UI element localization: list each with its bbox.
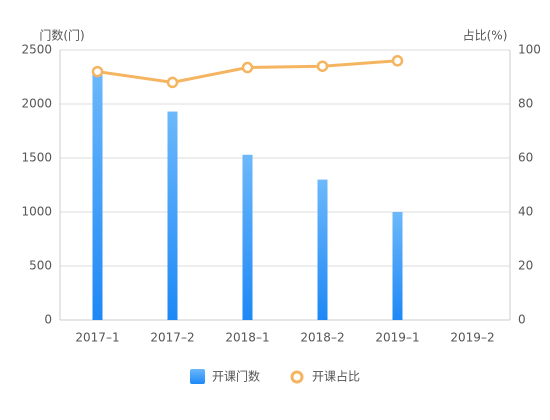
- y2-tick-label: 100: [518, 43, 541, 57]
- bar: [317, 179, 328, 320]
- y-tick-label: 1000: [21, 205, 52, 219]
- x-tick-label: 2018–2: [300, 331, 344, 345]
- x-tick-label: 2019–1: [375, 331, 419, 345]
- line-point: [391, 55, 404, 67]
- x-tick-label: 2017–2: [150, 331, 194, 345]
- y2-tick-label: 80: [518, 97, 533, 111]
- y-tick-label: 1500: [21, 151, 52, 165]
- y2-tick-label: 20: [518, 259, 533, 273]
- line-point: [91, 65, 104, 78]
- y-tick-label: 2500: [21, 43, 52, 57]
- y-tick-label: 0: [44, 313, 52, 327]
- legend-label: 开课门数: [212, 369, 260, 384]
- y-tick-label: 2000: [21, 97, 52, 111]
- bar: [242, 154, 253, 320]
- y2-tick-label: 40: [518, 205, 533, 219]
- x-tick-label: 2017–1: [75, 331, 119, 345]
- line-point: [316, 60, 329, 72]
- y2-tick-label: 0: [518, 313, 526, 327]
- line-point: [166, 76, 179, 89]
- legend-swatch: [290, 370, 304, 384]
- line-point: [241, 61, 254, 74]
- y2-tick-label: 60: [518, 151, 533, 165]
- y-tick-label: 500: [29, 259, 52, 273]
- y2-axis-label: 占比(%): [463, 28, 508, 43]
- x-tick-label: 2019–2: [450, 331, 494, 345]
- legend-label: 开课占比: [312, 369, 360, 384]
- legend-swatch: [190, 369, 205, 384]
- bar: [167, 111, 178, 320]
- bar: [92, 71, 103, 320]
- y-axis-label: 门数(门): [39, 28, 84, 43]
- bar: [392, 212, 403, 320]
- x-tick-label: 2018–1: [225, 331, 269, 345]
